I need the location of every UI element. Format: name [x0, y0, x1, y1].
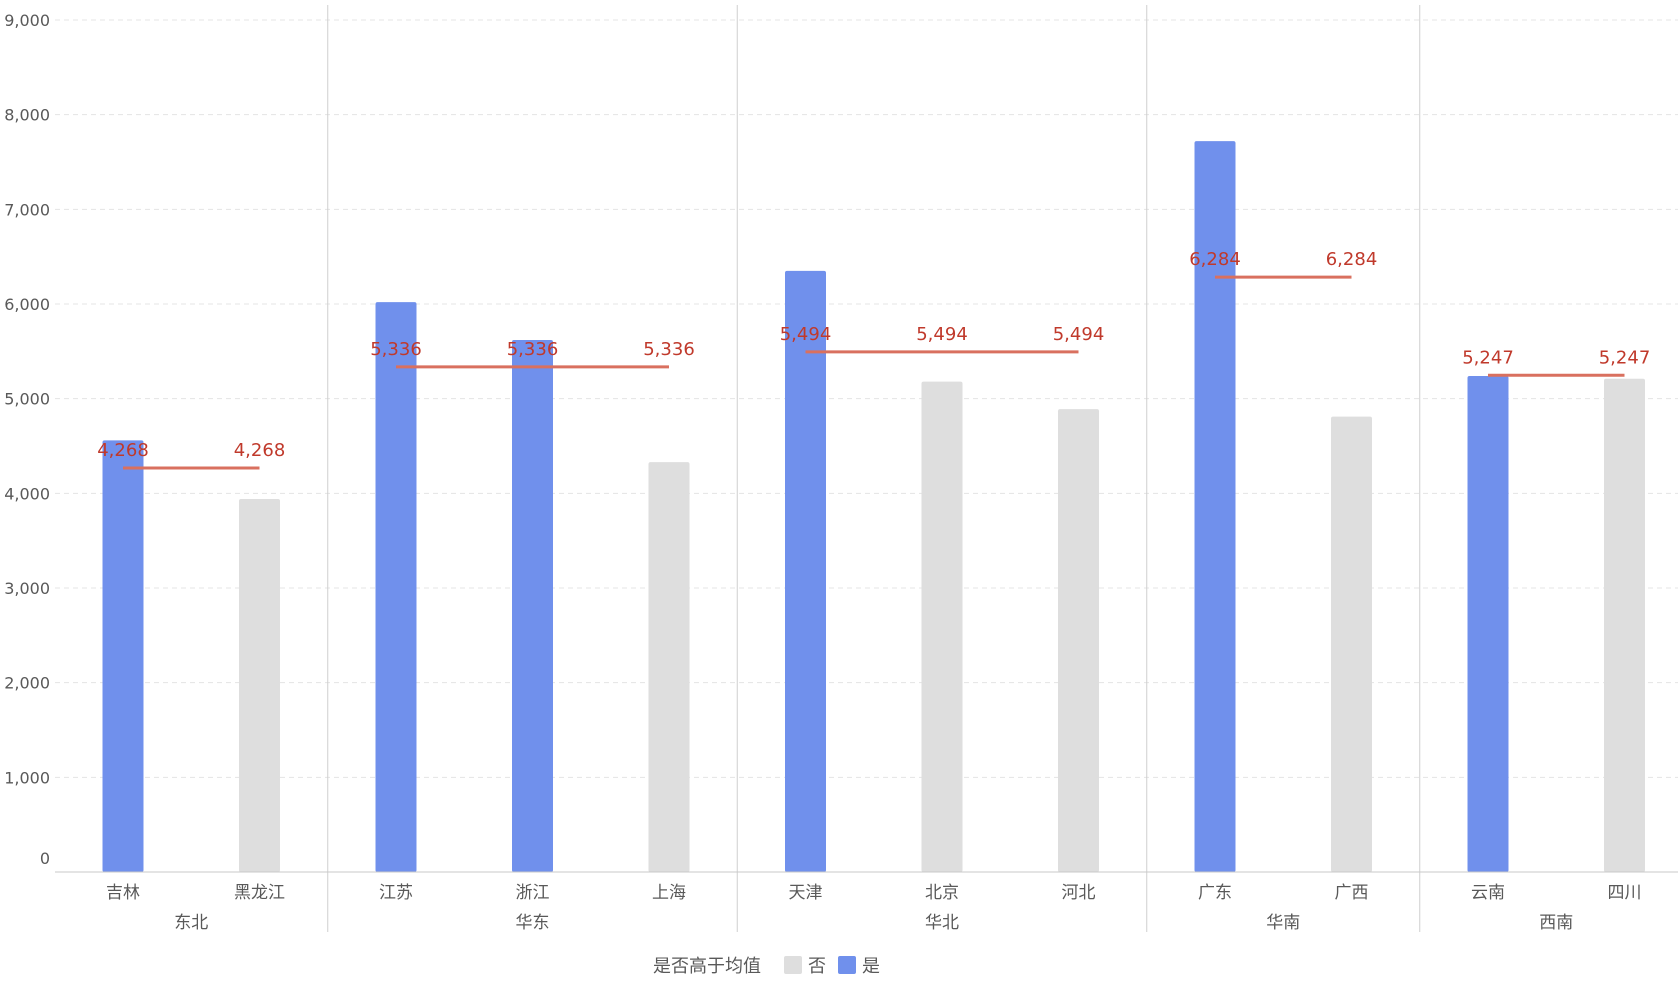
legend[interactable]: 是否高于均值 否 是 [653, 956, 880, 977]
bar[interactable] [785, 270, 826, 872]
average-label: 5,247 [1599, 347, 1651, 368]
average-label: 5,336 [507, 339, 559, 360]
average-label: 4,268 [234, 440, 286, 461]
bar[interactable] [1194, 141, 1236, 872]
group-label: 华北 [925, 913, 959, 933]
category-label: 广东 [1198, 883, 1232, 903]
average-label: 4,268 [97, 440, 149, 461]
category-label: 四川 [1608, 883, 1642, 903]
category-label: 云南 [1471, 883, 1505, 903]
average-label: 5,247 [1462, 347, 1514, 368]
category-label: 浙江 [516, 883, 550, 903]
bar[interactable] [512, 339, 553, 872]
category-label: 吉林 [106, 883, 140, 903]
category-label: 河北 [1062, 883, 1096, 903]
bar[interactable] [921, 381, 963, 872]
average-label: 6,284 [1189, 249, 1241, 270]
category-label: 天津 [789, 883, 823, 903]
group-label: 华南 [1266, 913, 1300, 933]
y-tick-label: 3,000 [4, 579, 50, 598]
y-tick-label: 9,000 [4, 11, 50, 30]
y-tick-label: 8,000 [4, 106, 50, 125]
average-lines: 4,268 4,268 5,336 5,336 5,336 5,494 5,494 5,494… [97, 249, 1651, 470]
category-label: 广西 [1335, 883, 1369, 903]
group-label: 西南 [1539, 913, 1573, 933]
category-label: 江苏 [379, 883, 413, 903]
average-label: 5,494 [780, 324, 832, 345]
legend-title: 是否高于均值 [653, 956, 761, 977]
group-label: 华东 [516, 913, 550, 933]
bar[interactable] [1467, 375, 1509, 872]
legend-swatch[interactable] [838, 956, 856, 974]
y-tick-label: 4,000 [4, 484, 50, 503]
y-tick-label: 7,000 [4, 200, 50, 219]
average-label: 5,494 [916, 324, 968, 345]
y-axis: 0 1,000 2,000 3,000 4,000 5,000 6,000 7,000 8,00… [4, 11, 50, 868]
legend-item-label[interactable]: 是 [862, 956, 880, 977]
bar[interactable] [102, 440, 144, 872]
average-label: 5,494 [1053, 324, 1105, 345]
average-label: 5,336 [643, 339, 695, 360]
y-tick-label: 6,000 [4, 295, 50, 314]
category-label: 北京 [925, 883, 959, 903]
group-dividers [327, 5, 1421, 932]
group-label: 东北 [174, 913, 208, 933]
bar[interactable] [648, 462, 690, 872]
legend-swatch[interactable] [784, 956, 802, 974]
y-tick-label: 5,000 [4, 390, 50, 409]
bar[interactable] [1331, 416, 1372, 872]
legend-item-label[interactable]: 否 [808, 956, 826, 977]
grid-lines [55, 19, 1678, 778]
y-tick-label: 1,000 [4, 768, 50, 787]
average-label: 6,284 [1326, 249, 1378, 270]
bar[interactable] [375, 302, 417, 872]
average-label: 5,336 [370, 339, 422, 360]
category-label: 上海 [652, 883, 686, 903]
bars [102, 141, 1645, 872]
bar[interactable] [239, 499, 280, 872]
y-tick-label: 0 [40, 849, 50, 868]
bar[interactable] [1058, 409, 1099, 872]
category-label: 黑龙江 [234, 883, 285, 903]
y-tick-label: 2,000 [4, 674, 50, 693]
bar[interactable] [1604, 378, 1645, 872]
